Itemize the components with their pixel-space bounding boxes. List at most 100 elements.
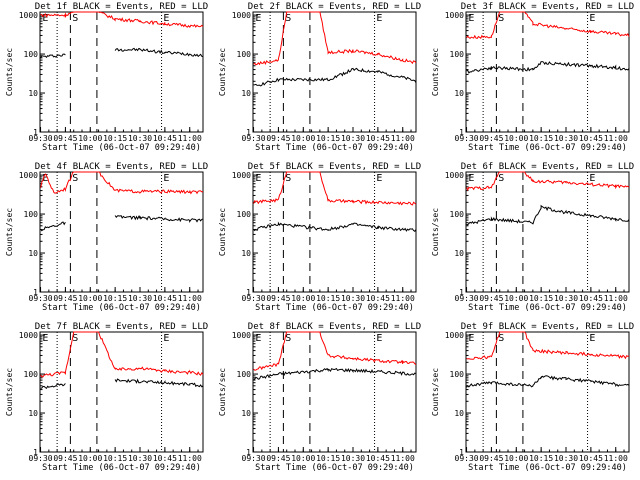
y-tick-label: 1000 [232, 171, 251, 180]
series-line-lld [466, 331, 630, 360]
x-tick-label: 11:00 [604, 294, 628, 303]
series-line-lld [40, 171, 204, 195]
x-tick-label: 09:30 [29, 454, 53, 463]
marker-label: E [163, 333, 169, 344]
y-tick-label: 1000 [19, 331, 38, 340]
plot-frame [252, 331, 417, 453]
x-tick-label: 09:45 [479, 134, 503, 143]
x-tick-label: 10:00 [291, 454, 315, 463]
x-tick-label: 10:45 [579, 454, 603, 463]
y-tick-label: 1000 [19, 171, 38, 180]
marker-label: E [468, 173, 474, 184]
y-tick-label: 10 [28, 409, 38, 418]
x-axis-label: Start Time (06-Oct-07 09:29:40) [468, 143, 627, 153]
x-tick-label: 10:00 [78, 294, 102, 303]
x-tick-label: 09:30 [455, 454, 479, 463]
x-tick-label: 10:15 [103, 134, 127, 143]
y-tick-label: 1000 [445, 171, 464, 180]
x-tick-label: 09:45 [479, 294, 503, 303]
marker-label: E [42, 13, 48, 24]
series-line-events [114, 378, 204, 388]
marker-label: E [255, 333, 261, 344]
y-tick-label: 1 [246, 288, 251, 297]
marker-label: E [468, 13, 474, 24]
x-tick-label: 10:30 [128, 294, 152, 303]
y-tick-label: 1 [33, 288, 38, 297]
plot-frame [465, 11, 630, 133]
x-tick-label: 09:30 [29, 294, 53, 303]
plot-frame [39, 11, 204, 133]
y-tick-label: 1000 [445, 331, 464, 340]
x-tick-label: 10:45 [366, 294, 390, 303]
x-tick-label: 10:45 [366, 454, 390, 463]
x-axis-label: Start Time (06-Oct-07 09:29:40) [42, 143, 201, 153]
y-tick-label: 100 [450, 210, 465, 219]
series-line-events [466, 375, 630, 388]
x-tick-label: 09:45 [53, 454, 77, 463]
x-tick-label: 10:45 [153, 134, 177, 143]
marker-label: S [498, 173, 504, 184]
marker-label: E [376, 173, 382, 184]
x-tick-label: 11:00 [178, 454, 202, 463]
y-tick-label: 1000 [232, 11, 251, 20]
y-tick-label: 10 [454, 89, 464, 98]
x-tick-label: 09:30 [455, 134, 479, 143]
y-tick-label: 100 [24, 370, 39, 379]
x-axis-label: Start Time (06-Oct-07 09:29:40) [42, 463, 201, 473]
marker-label: S [72, 173, 78, 184]
y-axis-label: Counts/sec [5, 368, 14, 416]
y-tick-label: 100 [237, 370, 252, 379]
y-tick-label: 100 [237, 50, 252, 59]
x-tick-label: 09:45 [266, 294, 290, 303]
series-line-events [466, 61, 630, 74]
marker-label: E [376, 333, 382, 344]
plot-frame [39, 331, 204, 453]
plot-frame [39, 171, 204, 293]
x-tick-label: 09:45 [53, 294, 77, 303]
y-tick-label: 10 [241, 89, 251, 98]
series-line-events [253, 67, 417, 87]
marker-label: S [72, 333, 78, 344]
marker-label: E [255, 173, 261, 184]
x-tick-label: 11:00 [178, 294, 202, 303]
x-tick-label: 11:00 [391, 294, 415, 303]
x-tick-label: 10:00 [504, 294, 528, 303]
panel-title: Det 7f BLACK = Events, RED = LLD [35, 322, 208, 332]
y-tick-label: 10 [28, 249, 38, 258]
y-tick-label: 10 [241, 409, 251, 418]
x-tick-label: 10:15 [316, 294, 340, 303]
y-axis-label: Counts/sec [218, 48, 227, 96]
marker-label: E [163, 173, 169, 184]
plot-frame [252, 11, 417, 133]
x-tick-label: 10:15 [103, 454, 127, 463]
series-line-lld [466, 171, 630, 192]
y-tick-label: 10 [454, 249, 464, 258]
marker-label: E [589, 333, 595, 344]
y-tick-label: 100 [450, 370, 465, 379]
y-tick-label: 1 [33, 128, 38, 137]
marker-label: E [42, 333, 48, 344]
x-tick-label: 11:00 [178, 134, 202, 143]
series-line-events [253, 367, 417, 381]
x-axis-label: Start Time (06-Oct-07 09:29:40) [255, 143, 414, 153]
plot-frame [465, 331, 630, 453]
series-line-events [40, 53, 66, 59]
x-tick-label: 10:15 [529, 294, 553, 303]
plot-frame [252, 171, 417, 293]
x-tick-label: 10:30 [341, 134, 365, 143]
x-tick-label: 10:30 [341, 454, 365, 463]
x-tick-label: 11:00 [604, 134, 628, 143]
y-tick-label: 1 [246, 128, 251, 137]
marker-label: E [589, 173, 595, 184]
y-tick-label: 100 [237, 210, 252, 219]
marker-label: S [498, 13, 504, 24]
x-tick-label: 10:45 [153, 294, 177, 303]
panel-title: Det 8f BLACK = Events, RED = LLD [248, 322, 421, 332]
x-tick-label: 10:15 [103, 294, 127, 303]
x-tick-label: 10:00 [504, 454, 528, 463]
x-tick-label: 11:00 [391, 134, 415, 143]
